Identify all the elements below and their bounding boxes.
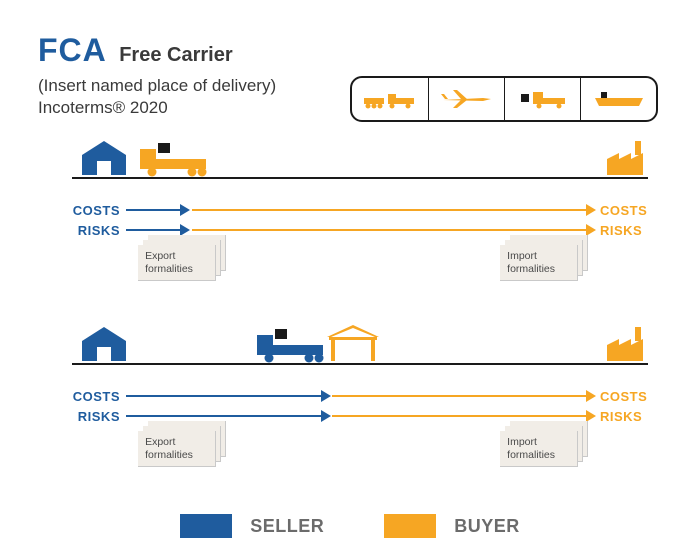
graphics-row bbox=[68, 135, 652, 177]
risks-left-label: RISKS bbox=[68, 223, 120, 238]
graphics-row bbox=[68, 321, 652, 363]
ground-line bbox=[72, 363, 648, 365]
scenario-seller-premises: COSTS COSTS RISKS RISKS Export formaliti… bbox=[68, 135, 652, 301]
buyer-swatch bbox=[384, 514, 436, 538]
import_formalities-stack: Import formalities bbox=[500, 245, 586, 287]
subtitle: (Insert named place of delivery) Incoter… bbox=[38, 75, 298, 119]
title-full: Free Carrier bbox=[119, 44, 232, 66]
costs-right-label: COSTS bbox=[600, 389, 652, 404]
costs-left-label: COSTS bbox=[68, 389, 120, 404]
risks-left-label: RISKS bbox=[68, 409, 120, 424]
title-abbrev: FCA bbox=[38, 32, 107, 68]
risks-right-label: RISKS bbox=[600, 223, 652, 238]
title: FCA Free Carrier bbox=[38, 32, 700, 69]
costs-track bbox=[126, 203, 594, 217]
import_formalities-stack: Import formalities bbox=[500, 431, 586, 473]
rail-truck-icon bbox=[352, 78, 428, 120]
legend: SELLER BUYER bbox=[0, 514, 700, 538]
formality-row: Export formalities Import formalities bbox=[68, 431, 652, 487]
export_formalities-stack: Export formalities bbox=[138, 245, 224, 287]
transport-mode-box bbox=[350, 76, 658, 122]
truck-box-icon bbox=[504, 78, 580, 120]
ground-line bbox=[72, 177, 648, 179]
risks-right-label: RISKS bbox=[600, 409, 652, 424]
costs-left-label: COSTS bbox=[68, 203, 120, 218]
formality-row: Export formalities Import formalities bbox=[68, 245, 652, 301]
legend-seller: SELLER bbox=[180, 514, 324, 538]
costs-row: COSTS COSTS bbox=[68, 201, 652, 219]
legend-buyer-label: BUYER bbox=[454, 516, 520, 537]
ship-icon bbox=[580, 78, 656, 120]
legend-buyer: BUYER bbox=[384, 514, 520, 538]
costs-track bbox=[126, 389, 594, 403]
costs-right-label: COSTS bbox=[600, 203, 652, 218]
plane-icon bbox=[428, 78, 504, 120]
export_formalities-stack: Export formalities bbox=[138, 431, 224, 473]
seller-swatch bbox=[180, 514, 232, 538]
costs-row: COSTS COSTS bbox=[68, 387, 652, 405]
scenario-named-place: COSTS COSTS RISKS RISKS Export formaliti… bbox=[68, 321, 652, 487]
legend-seller-label: SELLER bbox=[250, 516, 324, 537]
